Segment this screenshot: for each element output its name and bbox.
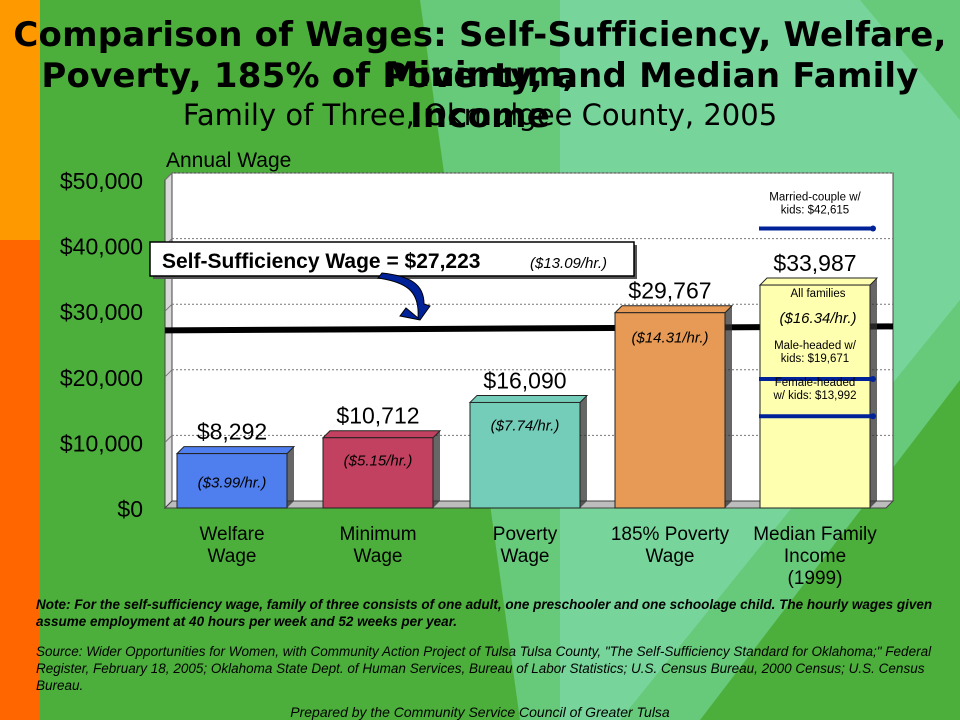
y-tick-label: $0 <box>117 496 143 522</box>
median-breakdown-label: kids: $42,615 <box>781 204 849 216</box>
median-breakdown-dot <box>870 375 876 382</box>
x-category-label: Wage <box>501 546 550 567</box>
bar-value-label: $10,712 <box>336 403 419 429</box>
y-tick-label: $30,000 <box>60 299 143 325</box>
callout-box <box>149 241 635 277</box>
x-category-label: Poverty <box>493 524 558 545</box>
median-breakdown-label: w/ kids: $13,992 <box>772 390 856 402</box>
x-category-label: Median Family <box>753 524 877 545</box>
bar-hourly-label: ($14.31/hr.) <box>632 330 709 347</box>
x-category-label: Wage <box>208 546 257 567</box>
x-category-label: Welfare <box>199 524 264 545</box>
bar-top <box>613 305 734 314</box>
source-note: Source: Wider Opportunities for Women, w… <box>36 644 932 693</box>
chart-title-line2: Poverty, 185% of Poverty, and Median Fam… <box>41 56 919 136</box>
y-tick-label: $50,000 <box>60 168 143 194</box>
x-category-label: 185% Poverty <box>611 524 730 545</box>
bar <box>614 312 726 509</box>
y-tick-label: $10,000 <box>60 430 143 456</box>
median-breakdown-label: kids: $19,671 <box>781 353 849 365</box>
bar-hourly-label: ($5.15/hr.) <box>344 453 413 470</box>
bar-value-label: $33,987 <box>773 250 856 276</box>
bar-value-label: $29,767 <box>628 278 711 304</box>
chart-title-line1: Comparison of Wages: Self-Sufficiency, W… <box>13 15 947 95</box>
credit-line: Prepared by the Community Service Counci… <box>290 704 670 720</box>
bar-side <box>287 446 294 508</box>
gridline-wall <box>164 435 173 443</box>
gridline-wall <box>164 369 173 378</box>
bar-side <box>725 305 732 508</box>
bar-top <box>175 446 296 455</box>
gridline-wall <box>164 172 173 181</box>
bar-top <box>758 277 879 286</box>
bar <box>322 437 434 509</box>
bar-hourly-label: ($16.34/hr.) <box>780 310 857 327</box>
bar <box>176 453 288 509</box>
x-category-label: Minimum <box>339 524 416 545</box>
x-category-label: (1999) <box>788 568 843 589</box>
bar <box>759 284 871 509</box>
footnote: Note: For the self-sufficiency wage, fam… <box>36 597 933 629</box>
bar <box>469 401 581 509</box>
bar-value-label: $16,090 <box>483 367 566 393</box>
median-breakdown-label: Married-couple w/ <box>769 191 861 203</box>
bar-side <box>870 278 877 508</box>
bar-side <box>433 430 440 508</box>
median-breakdown-dot <box>870 225 876 232</box>
median-breakdown-label: All families <box>791 288 846 300</box>
bar-top <box>468 394 589 403</box>
self-sufficiency-hourly: ($13.09/hr.) <box>530 255 607 272</box>
x-category-label: Wage <box>646 546 695 567</box>
gridline-wall <box>164 303 173 312</box>
callout-arrow <box>377 272 431 321</box>
x-category-label: Income <box>784 546 846 567</box>
bar-side <box>580 395 587 508</box>
median-breakdown-label: Female-headed <box>775 377 856 389</box>
bar-value-label: $8,292 <box>197 419 267 445</box>
bar-hourly-label: ($7.74/hr.) <box>491 417 560 434</box>
plot-side-wall <box>164 171 173 510</box>
bar-hourly-label: ($3.99/hr.) <box>198 475 267 492</box>
x-category-label: Wage <box>354 546 403 567</box>
y-tick-label: $20,000 <box>60 365 143 391</box>
self-sufficiency-label: Self-Sufficiency Wage = $27,223 <box>162 250 480 273</box>
chart-subtitle: Family of Three, Okmulgee County, 2005 <box>182 98 778 132</box>
y-tick-label: $40,000 <box>60 234 143 260</box>
median-breakdown-dot <box>870 413 876 420</box>
y-axis-label: Annual Wage <box>166 149 291 172</box>
median-breakdown-label: Male-headed w/ <box>774 340 857 352</box>
bar-top <box>321 430 442 439</box>
